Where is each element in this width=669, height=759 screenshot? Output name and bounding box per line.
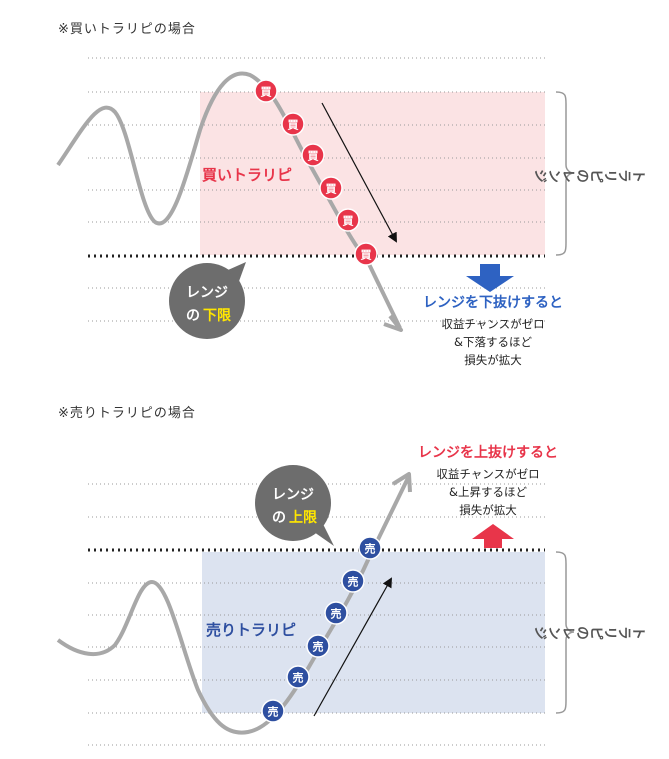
buy-section-heading: ※買いトラリピの場合: [58, 22, 196, 37]
svg-text:買: 買: [361, 249, 372, 262]
sell-order-icon: 売: [286, 665, 310, 689]
buy-bubble-line1: レンジ: [186, 285, 228, 301]
sell-range-label: トラリピのレンジ: [534, 624, 646, 640]
buy-lower-limit-bubble: レンジ の 下限: [169, 262, 246, 339]
buy-note-title: レンジを下抜けすると: [423, 294, 563, 311]
buy-bubble-prefix: の: [186, 308, 200, 324]
buy-order-icon: 買: [319, 176, 343, 200]
svg-text:買: 買: [326, 183, 337, 196]
sell-range-zone: [202, 552, 545, 713]
svg-text:売: 売: [293, 671, 304, 685]
up-arrow-icon: [472, 524, 514, 548]
buy-trend-arrow: [321, 102, 397, 243]
buy-range-zone: [200, 92, 545, 255]
buy-order-icon: 買: [354, 242, 378, 266]
buy-range-brace: [555, 91, 575, 256]
sell-order-icon: 売: [324, 601, 348, 625]
buy-note-line3: 損失が拡大: [464, 353, 522, 367]
sell-zone-label: 売りトラリピ: [206, 621, 296, 639]
buy-range-label: トラリピのレンジ: [534, 167, 646, 183]
buy-order-markers: 買 買 買 買 買 買: [254, 79, 378, 266]
sell-bubble-emphasis: 上限: [289, 510, 317, 526]
buy-order-icon: 買: [336, 208, 360, 232]
svg-text:売: 売: [348, 575, 359, 589]
buy-diagram: 買 買 買 買 買 買 買いトラリピ トラリピのレンジ レンジ の 下限 レンジ…: [56, 57, 646, 367]
buy-note-line1: 収益チャンスがゼロ: [441, 317, 544, 331]
sell-order-icon: 売: [341, 569, 365, 593]
sell-trend-arrow: [313, 577, 392, 717]
svg-text:買: 買: [308, 150, 319, 163]
buy-bubble-emphasis: 下限: [203, 308, 231, 324]
svg-text:買: 買: [261, 86, 272, 99]
svg-text:売: 売: [268, 705, 279, 719]
sell-price-line: [56, 477, 410, 735]
down-arrow-icon: [466, 264, 514, 292]
sell-diagram: 売 売 売 売 売 売 売りトラリピ トラリピのレンジ レンジ の 上限 レンジ…: [56, 444, 646, 746]
sell-note-line2: &上昇するほど: [449, 485, 527, 499]
sell-order-icon: 売: [358, 536, 382, 560]
sell-note-title: レンジを上抜けすると: [418, 444, 558, 461]
svg-text:売: 売: [365, 542, 376, 556]
buy-order-icon: 買: [254, 79, 278, 103]
sell-order-icon: 売: [261, 699, 285, 723]
svg-text:買: 買: [288, 119, 299, 132]
sell-order-markers: 売 売 売 売 売 売: [261, 536, 382, 723]
sell-section-heading: ※売りトラリピの場合: [58, 406, 196, 421]
sell-upper-limit-bubble: レンジ の 上限: [255, 465, 334, 546]
svg-text:買: 買: [343, 215, 354, 228]
sell-note-line3: 損失が拡大: [459, 503, 517, 517]
sell-bubble-line1: レンジ: [272, 487, 314, 503]
sell-note-line1: 収益チャンスがゼロ: [436, 467, 539, 481]
svg-text:売: 売: [331, 607, 342, 621]
sell-range-brace: [555, 551, 575, 714]
buy-order-icon: 買: [301, 143, 325, 167]
buy-note-line2: &下落するほど: [454, 335, 532, 349]
sell-order-icon: 売: [306, 634, 330, 658]
buy-zone-label: 買いトラリピ: [202, 166, 292, 184]
sell-bubble-prefix: の: [272, 510, 286, 526]
buy-price-arrowhead: [383, 314, 403, 332]
svg-text:売: 売: [313, 640, 324, 654]
buy-order-icon: 買: [281, 112, 305, 136]
sell-price-arrowhead: [391, 472, 412, 493]
